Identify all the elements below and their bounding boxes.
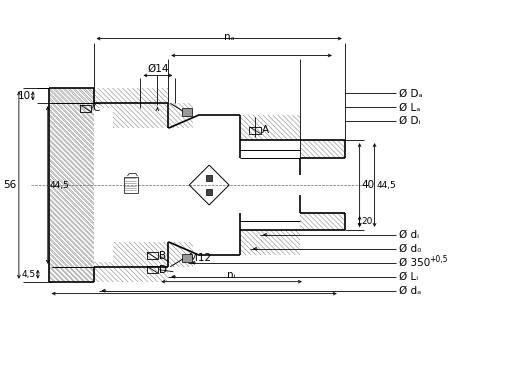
Text: 20: 20 [361,217,373,226]
Bar [206,175,212,181]
Bar [125,177,139,193]
Text: 56: 56 [4,180,17,190]
Text: Ø 350: Ø 350 [400,258,431,268]
Text: Ø Lᵢ: Ø Lᵢ [400,272,419,282]
Bar [147,252,158,259]
Text: Ø dₐ: Ø dₐ [400,286,421,296]
Text: B: B [159,251,166,261]
Bar [249,127,261,134]
Text: M12: M12 [189,253,211,263]
Text: 40: 40 [361,180,375,190]
Text: C: C [92,103,100,113]
Text: 10: 10 [18,91,31,101]
Bar [80,105,91,112]
Bar [206,189,212,195]
Text: Ø dᵢ: Ø dᵢ [400,230,419,240]
Text: 44,5: 44,5 [376,181,397,189]
Text: Ø d₀: Ø d₀ [400,244,422,254]
Text: D: D [159,265,167,275]
Text: +0,5: +0,5 [430,255,448,264]
Text: Ø Lₐ: Ø Lₐ [400,102,421,112]
Text: Ø Dᵢ: Ø Dᵢ [400,116,421,126]
Text: 44,5: 44,5 [50,181,69,189]
Bar [183,108,192,116]
Text: nᵢ: nᵢ [227,270,236,280]
Text: Ø14: Ø14 [147,64,169,73]
Text: A: A [262,125,269,135]
Text: Ø Dₐ: Ø Dₐ [400,88,423,98]
Text: 4,5: 4,5 [22,270,36,279]
Bar [147,266,158,273]
Text: nₐ: nₐ [224,32,234,42]
Bar [183,254,192,262]
